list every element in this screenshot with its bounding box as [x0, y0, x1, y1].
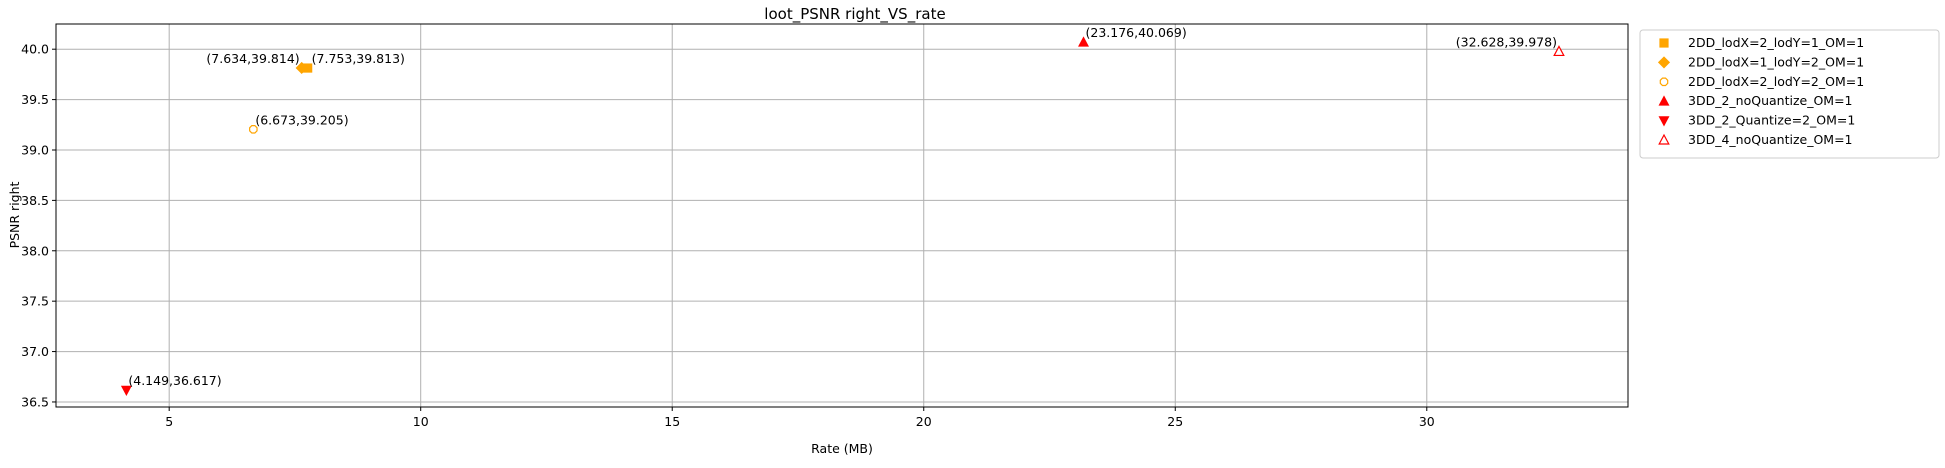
legend-frame [1639, 29, 1940, 159]
grid [56, 24, 1628, 407]
x-tick-label: 30 [1419, 414, 1435, 429]
y-axis-label: PSNR right [7, 181, 22, 248]
chart-title: loot_PSNR right_VS_rate [764, 5, 945, 24]
legend: 2DD_lodX=2_lodY=1_OM=1 2DD_lodX=1_lodY=2_… [1639, 29, 1940, 159]
x-tick-label: 5 [165, 414, 173, 429]
legend-entry-label: 2DD_lodX=1_lodY=2_OM=1 [1688, 54, 1864, 69]
data-label: (23.176,40.069) [1086, 25, 1187, 40]
legend-marker [1657, 56, 1671, 69]
legend-marker [1658, 95, 1670, 106]
legend-entry-label: 3DD_2_noQuantize_OM=1 [1688, 93, 1853, 108]
legend-entry-label: 2DD_lodX=2_lodY=2_OM=1 [1688, 74, 1864, 89]
y-tick-label: 40.0 [21, 42, 49, 57]
y-tick-label: 38.0 [21, 243, 49, 258]
data-point [120, 385, 132, 397]
data-labels: (7.753,39.813) (7.634,39.814) (6.673,39.20… [128, 25, 1557, 388]
legend-marker [1658, 116, 1670, 127]
data-label: (32.628,39.978) [1456, 34, 1557, 49]
x-tick-label: 10 [413, 414, 429, 429]
data-points [120, 36, 1565, 397]
x-tick-label: 25 [1167, 414, 1183, 429]
legend-entry-label: 3DD_4_noQuantize_OM=1 [1688, 132, 1853, 147]
legend-entry-label: 3DD_2_Quantize=2_OM=1 [1688, 113, 1855, 128]
legend-marker [1658, 133, 1670, 145]
legend-marker [1659, 77, 1669, 87]
data-point [295, 61, 308, 75]
x-axis-label: Rate (MB) [811, 441, 873, 456]
y-tick-label: 37.0 [21, 344, 49, 359]
y-tick-label: 39.0 [21, 142, 49, 157]
data-point [1553, 45, 1565, 57]
y-tick-label: 38.5 [21, 193, 49, 208]
x-tick-label: 15 [664, 414, 680, 429]
x-tick-label: 20 [916, 414, 932, 429]
y-tick-label: 37.5 [21, 294, 49, 309]
data-label: (6.673,39.205) [255, 112, 348, 127]
legend-marker [1659, 38, 1669, 48]
data-label: (7.634,39.814) [206, 51, 299, 66]
legend-entry-label: 2DD_lodX=2_lodY=1_OM=1 [1688, 35, 1864, 50]
y-tick-label: 39.5 [21, 92, 49, 107]
data-point [1078, 36, 1089, 47]
data-label: (7.753,39.813) [312, 51, 405, 66]
plot-area-frame [55, 23, 1629, 408]
data-point [249, 125, 258, 134]
data-label: (4.149,36.617) [128, 373, 221, 388]
axis-ticks: 5 10 15 20 25 30 36.5 37.0 37.5 38.0 38.5 39.0 39.5 4… [21, 42, 1435, 429]
y-tick-label: 36.5 [21, 394, 49, 409]
